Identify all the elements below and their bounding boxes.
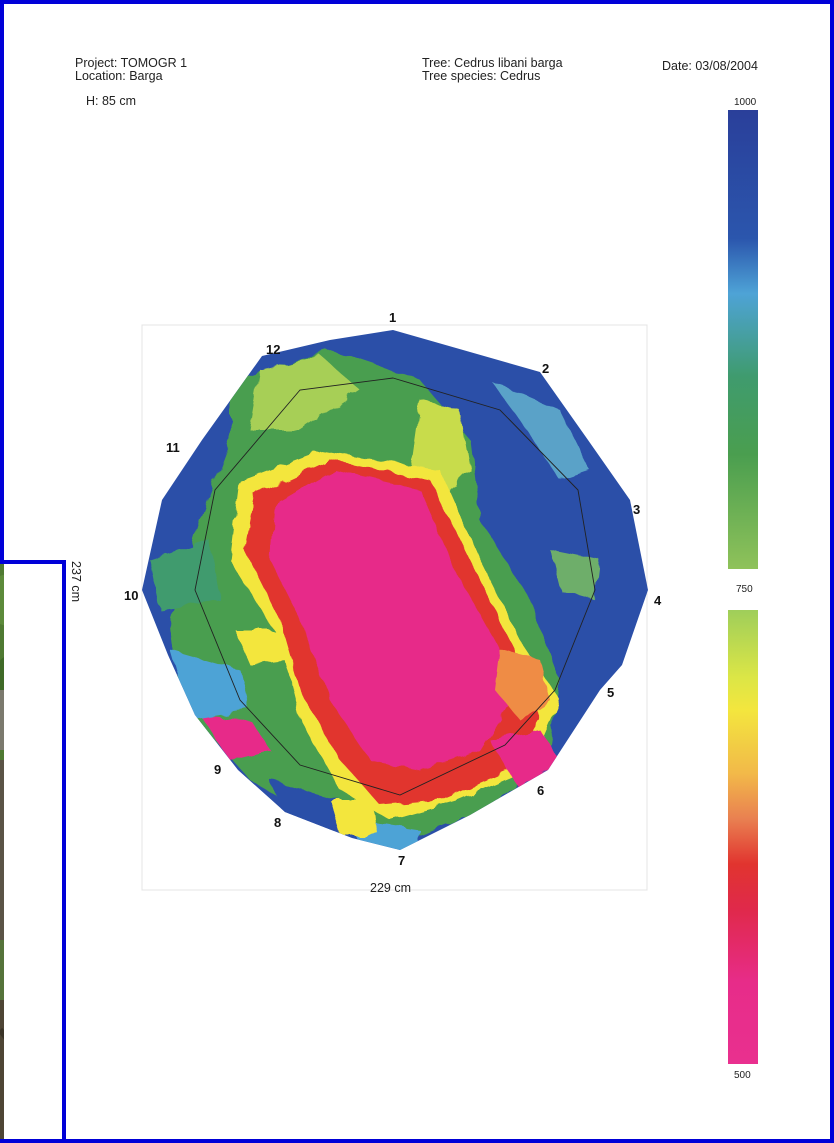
species-label: Tree species: Cedrus (422, 69, 541, 83)
sensor-outline (194, 377, 596, 796)
sensor-11-label: 11 (166, 440, 180, 455)
height-dimension-label: 237 cm (69, 561, 83, 602)
sensor-9-label: 9 (214, 762, 222, 777)
sensor-3-label: 3 (633, 502, 641, 517)
sensor-6-label: 6 (537, 783, 545, 798)
location-label: Location: Barga (75, 69, 163, 83)
width-dimension-label: 229 cm (370, 881, 411, 895)
sensor-2-label: 2 (542, 361, 550, 376)
sensor-10-label: 10 (124, 588, 139, 603)
sensor-1-label: 1 (389, 310, 397, 325)
sensor-7-label: 7 (398, 853, 406, 868)
sensor-5-label: 5 (607, 685, 615, 700)
sensor-8-label: 8 (274, 815, 282, 830)
velocity-color-scale (728, 110, 758, 1064)
project-label: Project: TOMOGR 1 (75, 56, 188, 70)
color-scale-lower-segment (728, 610, 758, 1064)
tree-label: Tree: Cedrus libani barga (422, 56, 563, 70)
scale-mid-label: 750 (736, 584, 753, 595)
map-frame (141, 324, 648, 891)
scale-min-label: 500 (734, 1070, 751, 1081)
date-label: Date: 03/08/2004 (662, 59, 758, 73)
sensor-4-label: 4 (654, 593, 662, 608)
velocity-field (142, 330, 648, 850)
height-label: H: 85 cm (86, 94, 137, 108)
scale-max-label: 1000 (734, 97, 757, 108)
color-scale-upper-segment (728, 110, 758, 569)
sensor-12-label: 12 (266, 342, 281, 357)
